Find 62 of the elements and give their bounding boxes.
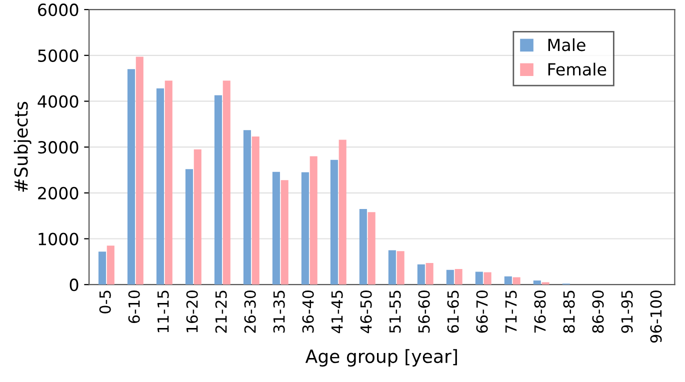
bar	[484, 272, 492, 285]
x-tick-label: 56-60	[418, 290, 430, 333]
bar	[310, 156, 318, 285]
x-tick-label: 86-90	[592, 290, 604, 333]
x-tick-label: 31-35	[273, 290, 285, 333]
bar	[164, 80, 172, 285]
y-tick-label: 3000	[38, 141, 78, 154]
bar	[301, 172, 309, 285]
x-tick-label: 71-75	[505, 290, 517, 333]
bar	[272, 172, 280, 285]
x-tick-label: 46-50	[360, 290, 372, 334]
y-tick-label: 2000	[38, 186, 78, 200]
bar	[222, 80, 230, 285]
x-tick-label: 41-45	[331, 290, 343, 334]
x-tick-label: 51-55	[389, 290, 401, 333]
bar	[504, 276, 512, 285]
y-tick-label: 4000	[38, 95, 78, 108]
bar	[185, 169, 193, 285]
x-tick-label: 81-85	[563, 290, 575, 333]
bar	[136, 56, 144, 285]
bar	[368, 212, 376, 285]
bar	[512, 277, 520, 285]
legend-label: Male	[548, 38, 586, 52]
bar	[214, 95, 222, 285]
bar	[388, 250, 396, 285]
y-tick-label: 5000	[38, 49, 78, 62]
y-tick-label: 0	[70, 278, 78, 292]
bar	[106, 246, 114, 285]
bar	[194, 149, 202, 285]
x-axis-title: Age group [year]	[305, 349, 457, 367]
bar	[280, 180, 288, 285]
x-tick-label: 21-25	[215, 290, 227, 333]
bar	[156, 88, 164, 285]
bar	[417, 264, 425, 285]
bar	[252, 136, 260, 285]
x-tick-label: 11-15	[158, 290, 169, 332]
bar	[454, 269, 462, 285]
bar	[533, 280, 541, 285]
legend-label: Female	[548, 62, 606, 76]
x-tick-label: 61-65	[447, 290, 459, 333]
bar	[475, 272, 483, 285]
y-tick-label: 6000	[38, 4, 78, 16]
y-tick-label: 1000	[38, 232, 78, 246]
y-axis-title: #Subjects	[14, 102, 32, 192]
x-tick-label: 26-30	[244, 290, 256, 333]
x-tick-label: 6-10	[128, 290, 140, 324]
bar	[243, 130, 251, 285]
bar	[330, 160, 338, 285]
bar	[98, 252, 106, 285]
bar	[127, 69, 136, 285]
bar	[446, 270, 454, 285]
bar	[338, 140, 346, 285]
bar	[396, 251, 404, 285]
x-tick-label: 96-100	[650, 290, 662, 343]
x-tick-label: 76-80	[534, 290, 546, 333]
bar	[359, 208, 367, 285]
x-tick-label: 66-70	[476, 290, 488, 333]
bar	[426, 263, 434, 285]
x-tick-label: 91-95	[621, 290, 633, 333]
x-tick-label: 0-5	[99, 290, 111, 314]
x-tick-label: 16-20	[186, 290, 198, 332]
x-tick-label: 36-40	[302, 290, 314, 333]
